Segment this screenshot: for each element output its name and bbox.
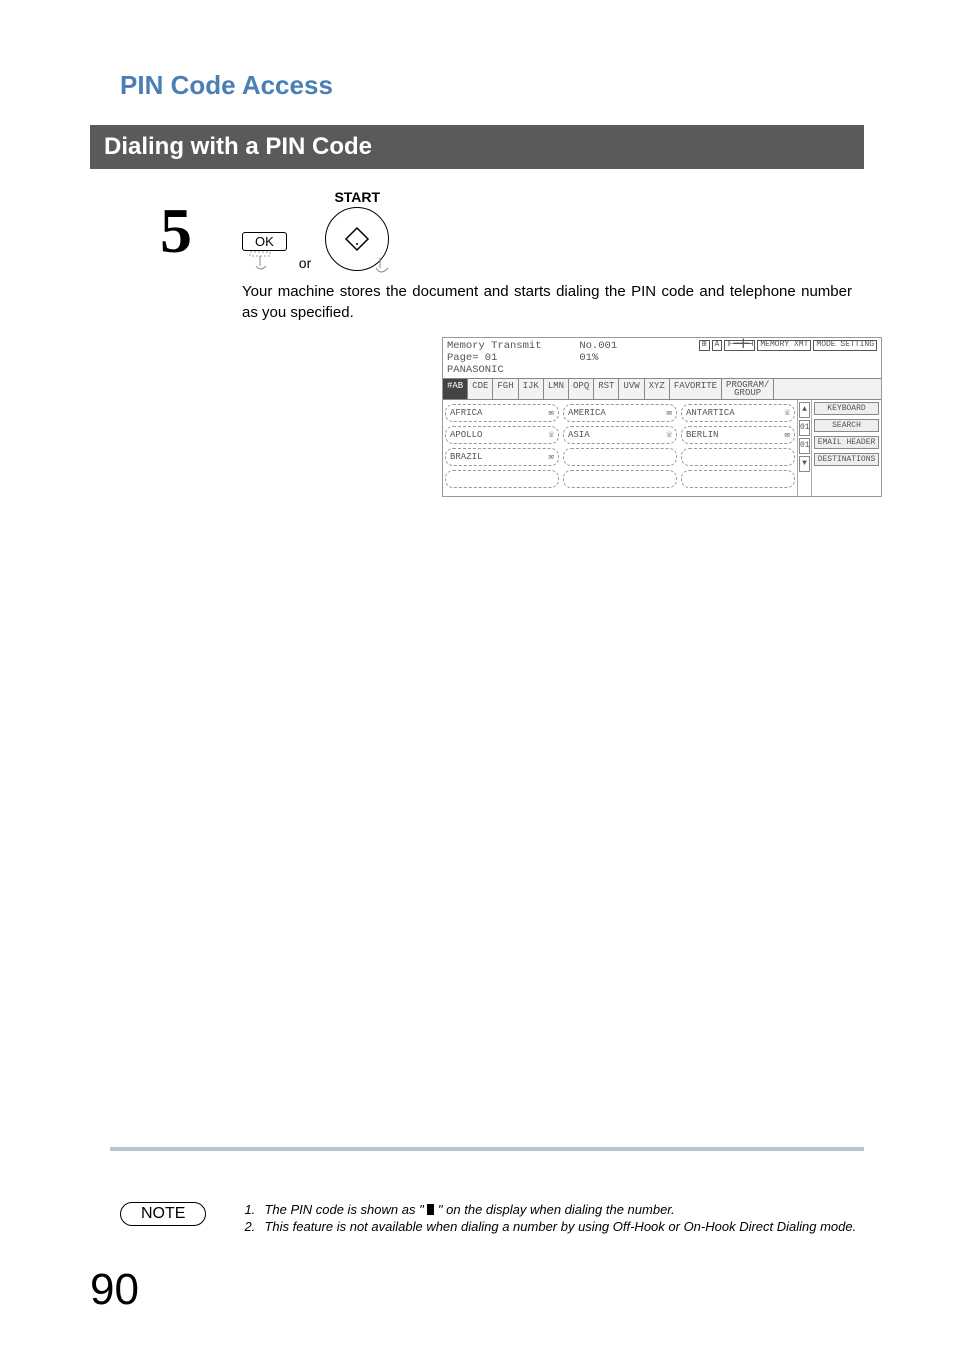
lcd-line3: PANASONIC (447, 364, 617, 376)
contact-cell: AMERICA✉ (563, 404, 677, 422)
note-item-1: 1. The PIN code is shown as " " on the d… (244, 1202, 864, 1217)
subheader-bar: Dialing with a PIN Code (90, 125, 864, 169)
contact-cell (563, 448, 677, 466)
note-item-2: 2. This feature is not available when di… (244, 1219, 864, 1234)
memory-xmt-btn: MEMORY XMT (757, 340, 811, 351)
scroll-pos: 01 (799, 420, 810, 436)
lcd-line2: Page= 01 (447, 352, 497, 364)
tab-ijk: IJK (519, 379, 544, 399)
slider-icon: ⊩━━╋━⊣ (724, 340, 755, 351)
lcd-line2r: 01% (579, 352, 598, 364)
tab-opq: OPQ (569, 379, 594, 399)
contact-cell (563, 470, 677, 488)
tab-fgh: FGH (493, 379, 518, 399)
lcd-line1r: No.001 (579, 340, 617, 352)
contact-cell (681, 470, 795, 488)
lcd-screen: Memory Transmit No.001 Page= 01 01% PANA… (442, 337, 882, 497)
step-number: 5 (160, 199, 192, 263)
tab-rst: RST (594, 379, 619, 399)
tab-cde: CDE (468, 379, 493, 399)
tab-favorite: FAVORITE (670, 379, 722, 399)
step-body-text: Your machine stores the document and sta… (242, 281, 852, 323)
email-header-btn: EMAIL HEADER (814, 436, 879, 449)
tab-xyz: XYZ (645, 379, 670, 399)
page-number: 90 (90, 1265, 139, 1315)
scroll-down-icon: ▼ (799, 456, 810, 472)
lcd-side-menu: KEYBOARD SEARCH EMAIL HEADER DESTINATION… (811, 400, 881, 496)
keyboard-btn: KEYBOARD (814, 402, 879, 415)
tab-lmn: LMN (544, 379, 569, 399)
note-label: NOTE (120, 1202, 206, 1226)
button-diagram: OK or START (242, 189, 864, 271)
step-5: 5 OK or START (160, 189, 864, 497)
start-button-icon (325, 207, 389, 271)
start-label: START (325, 189, 389, 205)
lcd-scroll: ▲ 01 01 ▼ (797, 400, 811, 496)
contact-cell: APOLLO☏ (445, 426, 559, 444)
contact-cell: ASIA☏ (563, 426, 677, 444)
finger-press-icon (246, 251, 282, 271)
lcd-alpha-tabs: #AB CDE FGH IJK LMN OPQ RST UVW XYZ FAVO… (443, 378, 881, 400)
contact-cell: AFRICA✉ (445, 404, 559, 422)
section-title: PIN Code Access (120, 70, 864, 101)
lcd-contact-grid: AFRICA✉ AMERICA✉ ANTARTICA☏ APOLLO☏ ASIA… (443, 400, 797, 496)
contact-cell: BERLIN✉ (681, 426, 795, 444)
ok-button: OK (242, 232, 287, 251)
footer-rule (110, 1147, 864, 1151)
mode-setting-btn: MODE SETTING (813, 340, 877, 351)
destinations-btn: DESTINATIONS (814, 453, 879, 466)
tab-program-group: PROGRAM/ GROUP (722, 379, 774, 399)
contact-cell (681, 448, 795, 466)
contact-cell (445, 470, 559, 488)
lcd-line1: Memory Transmit (447, 340, 542, 352)
contact-cell: ANTARTICA☏ (681, 404, 795, 422)
scroll-up-icon: ▲ (799, 402, 810, 418)
finger-press-icon (374, 256, 394, 276)
or-text: or (299, 255, 311, 271)
note-section: NOTE 1. The PIN code is shown as " " on … (120, 1202, 864, 1236)
tab-ab: #AB (443, 379, 468, 399)
a-icon: A (712, 340, 723, 351)
contact-cell: BRAZIL✉ (445, 448, 559, 466)
tab-uvw: UVW (619, 379, 644, 399)
grid-icon: ⊞ (699, 340, 710, 351)
scroll-pos: 01 (799, 438, 810, 454)
search-btn: SEARCH (814, 419, 879, 432)
